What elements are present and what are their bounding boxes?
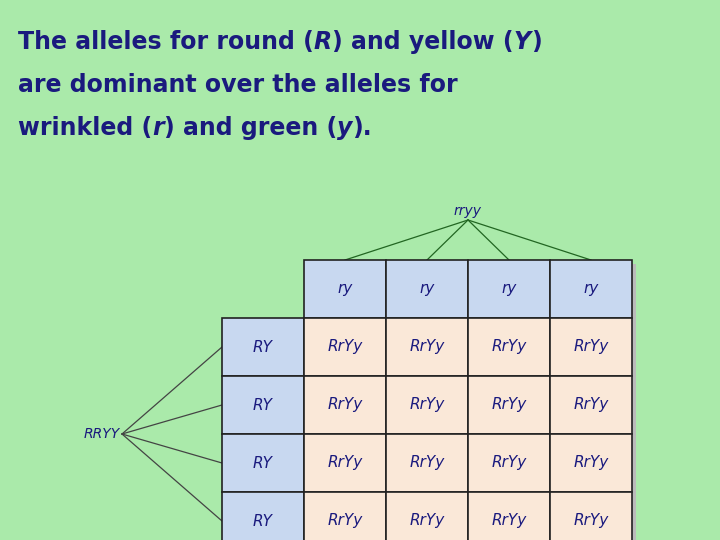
Bar (222, 318, 304, 376)
Text: RrYy: RrYy (410, 514, 445, 529)
Bar (386, 434, 468, 492)
Text: RrYy: RrYy (573, 397, 608, 413)
Text: Y: Y (514, 30, 531, 54)
Text: RrYy: RrYy (573, 340, 608, 354)
Text: y: y (337, 116, 353, 140)
Text: ry: ry (501, 281, 517, 296)
Text: R: R (314, 30, 332, 54)
Bar (222, 376, 304, 434)
Text: RrYy: RrYy (491, 514, 526, 529)
Text: RrYy: RrYy (328, 514, 363, 529)
Bar (550, 260, 632, 318)
Text: RY: RY (253, 340, 273, 354)
Bar (550, 492, 632, 540)
Text: ) and yellow (: ) and yellow ( (332, 30, 514, 54)
Text: RrYy: RrYy (328, 456, 363, 470)
Bar (550, 376, 632, 434)
Bar (386, 318, 468, 376)
Text: ).: ). (353, 116, 372, 140)
Text: RY: RY (253, 514, 273, 529)
Bar (468, 318, 550, 376)
Bar (386, 492, 468, 540)
Text: wrinkled (: wrinkled ( (18, 116, 152, 140)
Bar (386, 260, 468, 318)
Bar (304, 434, 386, 492)
Text: RY: RY (253, 456, 273, 470)
Bar (468, 434, 550, 492)
Text: ) and green (: ) and green ( (164, 116, 337, 140)
Text: RrYy: RrYy (410, 397, 445, 413)
Bar (226, 264, 636, 540)
Text: RrYy: RrYy (410, 340, 445, 354)
Text: RrYy: RrYy (328, 397, 363, 413)
Text: RRYY: RRYY (84, 427, 120, 441)
Bar (550, 318, 632, 376)
Bar (222, 434, 304, 492)
Bar (468, 260, 550, 318)
Text: are dominant over the alleles for: are dominant over the alleles for (18, 73, 458, 97)
Bar (550, 434, 632, 492)
Text: RrYy: RrYy (491, 456, 526, 470)
Text: RrYy: RrYy (328, 340, 363, 354)
Bar (468, 376, 550, 434)
Bar (304, 376, 386, 434)
Bar (304, 260, 386, 318)
Text: The alleles for round (: The alleles for round ( (18, 30, 314, 54)
Text: ry: ry (583, 281, 598, 296)
Text: RrYy: RrYy (573, 456, 608, 470)
Text: RrYy: RrYy (491, 340, 526, 354)
Text: ): ) (531, 30, 541, 54)
Text: rryy: rryy (454, 204, 482, 218)
Bar (222, 260, 304, 318)
Bar (468, 492, 550, 540)
Text: r: r (152, 116, 164, 140)
Text: RrYy: RrYy (573, 514, 608, 529)
Bar (386, 376, 468, 434)
Text: ry: ry (338, 281, 353, 296)
Text: RrYy: RrYy (410, 456, 445, 470)
Bar (222, 492, 304, 540)
Text: ry: ry (419, 281, 435, 296)
Text: RY: RY (253, 397, 273, 413)
Text: RrYy: RrYy (491, 397, 526, 413)
Bar (304, 318, 386, 376)
Bar (304, 492, 386, 540)
